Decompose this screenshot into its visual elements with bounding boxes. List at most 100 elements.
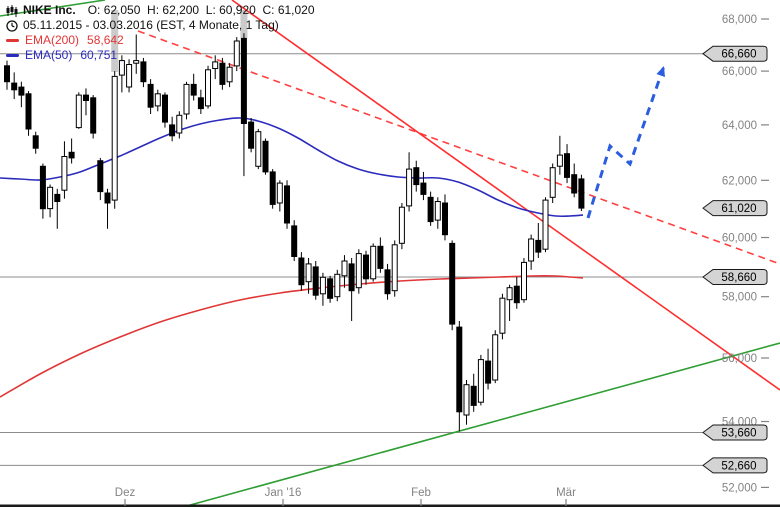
candle-body-up (205, 69, 211, 107)
candle-body-up (183, 83, 190, 115)
candle (75, 92, 82, 129)
candle-body-down (25, 93, 32, 130)
price-tag-shape (702, 457, 768, 474)
candle (118, 55, 125, 93)
candle (255, 128, 262, 170)
candle (327, 275, 334, 303)
candle-body-down (147, 83, 154, 108)
candle-body-up (255, 131, 262, 167)
candle (341, 255, 348, 288)
candle-body-down (513, 285, 520, 304)
candle-body-down (97, 160, 104, 193)
candle-body-down (90, 97, 97, 134)
candle (370, 243, 377, 282)
candle (269, 169, 276, 209)
candle (485, 348, 492, 390)
candle (477, 354, 484, 406)
candle (190, 73, 197, 101)
candle (205, 65, 211, 109)
x-axis-label: Mär (556, 487, 576, 499)
candle (456, 321, 463, 432)
ema50-label: EMA(50) (25, 48, 73, 62)
candle-body-up (521, 261, 527, 301)
projection-arrow-head (656, 66, 665, 77)
candle (32, 131, 39, 154)
ema50-line-marker (6, 54, 19, 57)
price-tag: 52,660 (702, 457, 768, 474)
candle-body-down (449, 242, 456, 325)
candle (154, 89, 161, 112)
ema50-legend: EMA(50) 60,751 (6, 49, 117, 62)
candle (521, 258, 527, 303)
candle-body-down (312, 266, 319, 296)
candle-body-down (348, 263, 355, 292)
candle-body-up (47, 186, 54, 210)
y-axis-label: 66,000 (722, 66, 757, 78)
candle (248, 118, 255, 153)
candle-body-down (578, 178, 585, 209)
candle (377, 237, 384, 273)
candle-body-up (75, 94, 82, 129)
descending-trendline-solid (231, 0, 780, 391)
candle-body-up (226, 66, 233, 83)
candle-body-up (111, 75, 118, 201)
x-axis-line (0, 504, 780, 507)
price-tag: 58,660 (702, 269, 768, 285)
candle-body-up (334, 273, 341, 298)
date-range: 05.11.2015 - 03.03.2016 (EST, 4 Monate, … (23, 18, 279, 32)
candle-body-down (298, 257, 305, 286)
candle-body-down (262, 140, 269, 173)
candle-body-down (18, 86, 25, 96)
candle (240, 33, 247, 177)
candle-body-down (269, 171, 276, 205)
candle-body-down (140, 61, 147, 83)
candle-body-down (377, 245, 384, 269)
candle (305, 258, 312, 294)
candle-body-down (291, 225, 298, 257)
y-axis-label: 64,000 (722, 120, 757, 132)
candle-body-up (370, 245, 377, 280)
candle (442, 194, 448, 241)
price-tag: 61,020 (702, 200, 768, 217)
candle (513, 277, 520, 309)
candle (162, 92, 168, 128)
candle (549, 163, 556, 203)
candle-body-down (68, 151, 75, 159)
candlestick-icon (6, 4, 18, 17)
candle-body-up (133, 60, 140, 64)
candle (276, 180, 283, 212)
ema200-label: EMA(200) (25, 33, 80, 47)
candle (420, 171, 427, 201)
candle-body-up (126, 64, 133, 88)
candle-body-down (4, 65, 10, 83)
candle-body-down (442, 202, 448, 236)
candle (212, 55, 219, 80)
candle (434, 197, 441, 229)
candle-body-down (384, 269, 391, 295)
candle-body-up (556, 154, 563, 167)
candle-body-down (190, 83, 197, 96)
candle (391, 240, 398, 297)
candle (542, 197, 549, 253)
x-axis-label: Jan '16 (265, 487, 302, 499)
candle-body-up (212, 61, 219, 70)
candle (298, 252, 305, 291)
price-tag: 66,660 (702, 45, 768, 62)
candle-body-up (61, 156, 68, 191)
candle (535, 223, 542, 258)
candle (348, 258, 355, 321)
candle-body-down (32, 135, 39, 149)
candle-body-up (406, 168, 413, 207)
candle (147, 79, 154, 114)
candle-body-up (492, 334, 499, 381)
candle (363, 250, 369, 285)
candle-body-up (528, 238, 535, 262)
candle (406, 152, 413, 212)
price-tag-value: 66,660 (721, 49, 756, 61)
ema200-legend: EMA(200) 58,642 (6, 34, 124, 47)
price-tag-shape (702, 424, 768, 441)
candle-body-up (391, 244, 398, 292)
candle-body-down (54, 193, 61, 202)
